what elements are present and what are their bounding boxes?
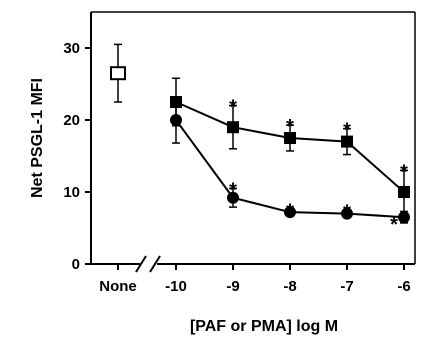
y-tick-label: 30: [63, 40, 80, 57]
data-point-circle: [170, 114, 182, 126]
significance-star: *: [229, 97, 237, 119]
axes: 0 10 20 30 None -10 -9 -8 -7 -6: [63, 11, 416, 295]
data-point-square: [398, 186, 410, 198]
data-point-square: [227, 121, 239, 134]
y-tick-label: 20: [63, 112, 80, 129]
significance-star: *: [343, 202, 351, 224]
significance-star: *: [343, 120, 351, 142]
x-tick-label: -6: [397, 278, 410, 295]
x-tick-label: None: [99, 278, 137, 295]
data-point-open-square: [110, 66, 126, 81]
x-axis-label: [PAF or PMA] log M: [190, 318, 338, 335]
data-point-circle: [284, 206, 296, 219]
marks: * * * * * * * *: [110, 43, 410, 236]
data-point-circle: [341, 207, 353, 220]
data-point-circle: [227, 191, 239, 204]
data-point-square: [341, 135, 353, 148]
x-tick-label: -7: [340, 278, 353, 295]
data-point-square: [284, 132, 296, 144]
y-tick-label: 0: [72, 256, 80, 273]
y-tick-label: 10: [63, 184, 80, 201]
x-tick-label: -8: [283, 278, 296, 295]
x-tick-label: -9: [226, 278, 239, 295]
significance-star: *: [390, 214, 398, 236]
significance-star: *: [286, 200, 294, 222]
significance-star: *: [400, 161, 408, 183]
y-axis-label: Net PSGL-1 MFI: [29, 78, 46, 198]
data-point-circle: [398, 211, 410, 224]
significance-star: *: [229, 179, 237, 201]
significance-star: *: [286, 116, 294, 138]
axis-break-mark: [149, 255, 161, 273]
x-tick-label: -10: [165, 278, 187, 295]
axis-break-mark: [135, 255, 147, 273]
